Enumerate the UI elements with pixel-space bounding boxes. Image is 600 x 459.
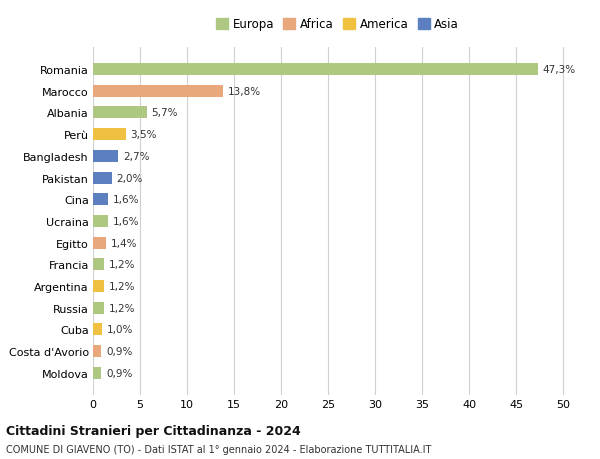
Text: 2,7%: 2,7% — [123, 151, 149, 162]
Bar — [93, 259, 104, 271]
Legend: Europa, Africa, America, Asia: Europa, Africa, America, Asia — [214, 16, 461, 34]
Bar — [93, 302, 104, 314]
Bar — [93, 172, 112, 184]
Bar — [93, 280, 104, 292]
Text: 1,2%: 1,2% — [109, 281, 136, 291]
Bar — [93, 129, 126, 141]
Text: 1,2%: 1,2% — [109, 303, 136, 313]
Bar — [93, 151, 118, 162]
Text: 2,0%: 2,0% — [116, 173, 143, 183]
Text: 1,6%: 1,6% — [113, 217, 139, 226]
Text: COMUNE DI GIAVENO (TO) - Dati ISTAT al 1° gennaio 2024 - Elaborazione TUTTITALIA: COMUNE DI GIAVENO (TO) - Dati ISTAT al 1… — [6, 444, 431, 454]
Text: 1,2%: 1,2% — [109, 260, 136, 270]
Bar — [93, 237, 106, 249]
Text: 0,9%: 0,9% — [106, 347, 133, 356]
Text: 47,3%: 47,3% — [542, 65, 575, 75]
Bar — [93, 64, 538, 76]
Text: 3,5%: 3,5% — [131, 130, 157, 140]
Text: 1,6%: 1,6% — [113, 195, 139, 205]
Bar — [93, 107, 146, 119]
Text: 13,8%: 13,8% — [227, 87, 260, 96]
Text: 1,0%: 1,0% — [107, 325, 133, 335]
Text: 0,9%: 0,9% — [106, 368, 133, 378]
Bar — [93, 85, 223, 97]
Bar — [93, 346, 101, 358]
Bar — [93, 216, 108, 227]
Text: Cittadini Stranieri per Cittadinanza - 2024: Cittadini Stranieri per Cittadinanza - 2… — [6, 425, 301, 437]
Text: 1,4%: 1,4% — [111, 238, 137, 248]
Bar — [93, 324, 103, 336]
Bar — [93, 194, 108, 206]
Text: 5,7%: 5,7% — [151, 108, 178, 118]
Bar — [93, 367, 101, 379]
